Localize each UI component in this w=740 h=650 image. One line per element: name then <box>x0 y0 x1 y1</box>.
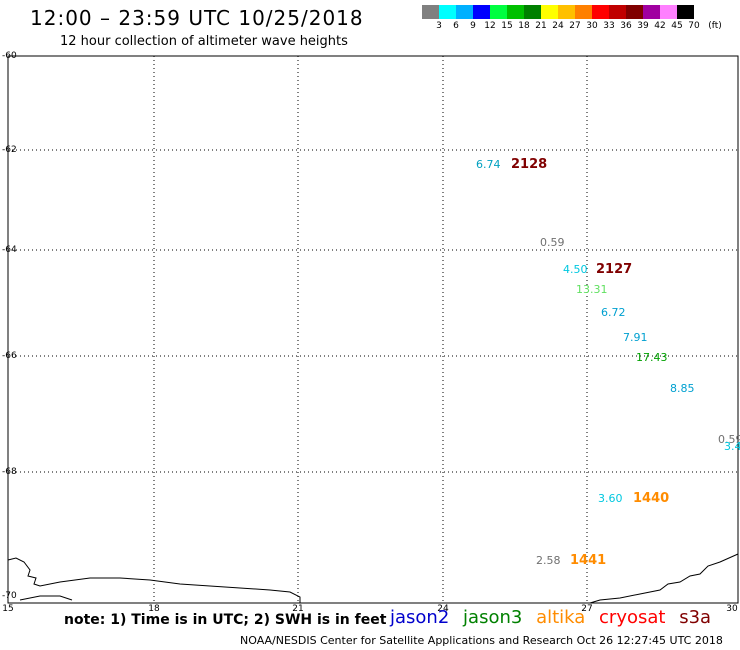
legend-swatch <box>609 5 626 19</box>
lon-label: 21 <box>292 604 304 614</box>
wave-height-label: 0.59 <box>718 433 740 446</box>
wave-height-label: 6.72 <box>601 306 626 319</box>
legend-swatch <box>524 5 541 19</box>
coastline-west <box>7 557 301 603</box>
legend-swatch <box>422 5 439 19</box>
legend-label: 27 <box>569 21 581 31</box>
wave-height-label: 8.85 <box>670 382 695 395</box>
legend-label: 6 <box>453 21 459 31</box>
lat-label: -60 <box>2 51 17 61</box>
satellite-jason2: jason2 <box>390 607 450 628</box>
lat-label: -68 <box>2 467 17 477</box>
legend-swatch <box>626 5 643 19</box>
legend-label: 9 <box>470 21 476 31</box>
legend-label: (ft) <box>708 21 722 31</box>
wave-height-label: 2127 <box>596 262 633 277</box>
satellite-altika: altika <box>536 607 586 628</box>
legend-label: 33 <box>603 21 615 31</box>
legend-label: 70 <box>688 21 700 31</box>
wave-height-label: 17.43 <box>636 351 668 364</box>
credit-line: NOAA/NESDIS Center for Satellite Applica… <box>240 634 723 647</box>
wave-height-label: 3.4 <box>724 440 740 453</box>
footer-note: note: 1) Time is in UTC; 2) SWH is in fe… <box>64 612 387 628</box>
lon-label: 18 <box>148 604 160 614</box>
legend-label: 24 <box>552 21 564 31</box>
legend-swatch <box>575 5 592 19</box>
satellite-key: jason2 jason3 altika cryosat s3a <box>390 607 719 628</box>
legend-label: 45 <box>671 21 683 31</box>
legend-swatch <box>660 5 677 19</box>
legend-swatch <box>677 5 694 19</box>
legend-swatch <box>439 5 456 19</box>
wave-height-label: 2.58 <box>536 554 561 567</box>
gridlines <box>8 56 738 603</box>
legend-swatch <box>592 5 609 19</box>
lat-label: -66 <box>2 351 17 361</box>
page-title: 12:00 – 23:59 UTC 10/25/2018 <box>30 6 364 30</box>
wave-height-label: 1440 <box>633 491 670 506</box>
wave-height-label: 7.91 <box>623 331 648 344</box>
legend-label: 15 <box>501 21 513 31</box>
satellite-jason3: jason3 <box>463 607 523 628</box>
legend-swatch <box>643 5 660 19</box>
legend-label: 18 <box>518 21 530 31</box>
wave-height-label: 3.60 <box>598 492 623 505</box>
legend-label: 12 <box>484 21 496 31</box>
lat-label: -64 <box>2 245 17 255</box>
coastline-islet <box>19 595 73 601</box>
legend-label: 42 <box>654 21 666 31</box>
lat-label: -70 <box>2 591 17 601</box>
legend-swatch <box>473 5 490 19</box>
legend-labels: 3 6 9 12 15 18 21 24 27 30 33 36 39 42 45 70 (ft) <box>422 21 740 33</box>
satellite-cryosat: cryosat <box>599 607 666 628</box>
coastline-east <box>589 553 739 604</box>
wave-height-label: 0.59 <box>540 236 565 249</box>
lon-label: 27 <box>581 604 593 614</box>
legend-label: 3 <box>436 21 442 31</box>
legend-swatch <box>490 5 507 19</box>
lon-label: 30 <box>726 604 738 614</box>
legend-label: 30 <box>586 21 598 31</box>
satellite-s3a: s3a <box>679 607 712 628</box>
wave-height-label: 1441 <box>570 553 607 568</box>
legend-swatch <box>541 5 558 19</box>
color-legend <box>422 5 694 19</box>
lon-label: 15 <box>2 604 14 614</box>
wave-height-label: 6.74 <box>476 158 501 171</box>
legend-swatch <box>456 5 473 19</box>
legend-swatch <box>558 5 575 19</box>
wave-height-label: 13.31 <box>576 283 608 296</box>
wave-height-label: 4.50 <box>563 263 588 276</box>
lon-label: 24 <box>437 604 449 614</box>
map-frame <box>7 55 739 604</box>
wave-height-label: 2128 <box>511 157 548 172</box>
lat-label: -62 <box>2 145 17 155</box>
page-subtitle: 12 hour collection of altimeter wave hei… <box>60 34 348 49</box>
legend-label: 39 <box>637 21 649 31</box>
legend-label: 21 <box>535 21 547 31</box>
legend-swatch <box>507 5 524 19</box>
coastline <box>7 553 739 604</box>
legend-label: 36 <box>620 21 632 31</box>
